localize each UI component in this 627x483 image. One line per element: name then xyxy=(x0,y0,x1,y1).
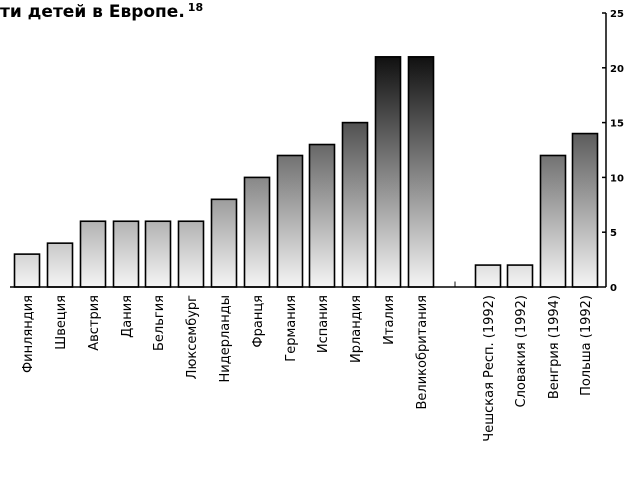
y-axis: 0 5 10 15 20 25 xyxy=(602,9,624,294)
y-tick-label: 25 xyxy=(610,9,624,20)
bar xyxy=(243,176,271,288)
category-label: Германия xyxy=(284,295,299,362)
bar xyxy=(13,253,41,288)
category-label: Люксембург xyxy=(185,295,200,379)
category-label: Италия xyxy=(382,295,397,345)
category-label: Дания xyxy=(120,295,135,338)
bar xyxy=(474,264,502,288)
bar xyxy=(407,56,435,288)
bar xyxy=(177,220,205,288)
category-label: Франця xyxy=(251,295,266,348)
category-label: Словакия (1992) xyxy=(514,295,529,407)
chart-title: ти детей в Европе. 18 xyxy=(0,1,203,22)
category-label: Австрия xyxy=(87,295,102,351)
bar xyxy=(112,220,140,288)
category-label: Чешская Респ. (1992) xyxy=(482,295,497,442)
bar xyxy=(308,143,336,288)
bar xyxy=(539,154,567,288)
category-label: Нидерланды xyxy=(218,295,233,383)
bar xyxy=(79,220,107,288)
bar xyxy=(276,154,304,288)
y-tick-label: 5 xyxy=(610,228,617,239)
bars-group xyxy=(10,56,602,288)
category-label: Испания xyxy=(316,295,331,353)
bar xyxy=(144,220,172,288)
bar xyxy=(210,198,238,288)
category-label: Швеция xyxy=(54,295,69,350)
y-tick-label: 20 xyxy=(610,64,624,75)
bar xyxy=(374,56,402,288)
category-label: Бельгия xyxy=(152,295,167,351)
bar xyxy=(506,264,534,288)
category-label: Великобритания xyxy=(415,295,430,410)
bar xyxy=(46,242,74,288)
bar xyxy=(341,121,369,288)
y-tick-label: 15 xyxy=(610,119,624,130)
y-tick-label: 10 xyxy=(610,173,624,184)
y-tick-label: 0 xyxy=(610,283,617,294)
bar xyxy=(571,132,599,288)
category-label: Ирландия xyxy=(349,295,364,363)
category-labels: Финляндия Швеция Австрия Дания Бельгия Люксем… xyxy=(21,295,594,442)
category-label: Финляндия xyxy=(21,295,36,373)
category-label: Венгрия (1994) xyxy=(547,295,562,399)
category-label: Польша (1992) xyxy=(579,295,594,396)
